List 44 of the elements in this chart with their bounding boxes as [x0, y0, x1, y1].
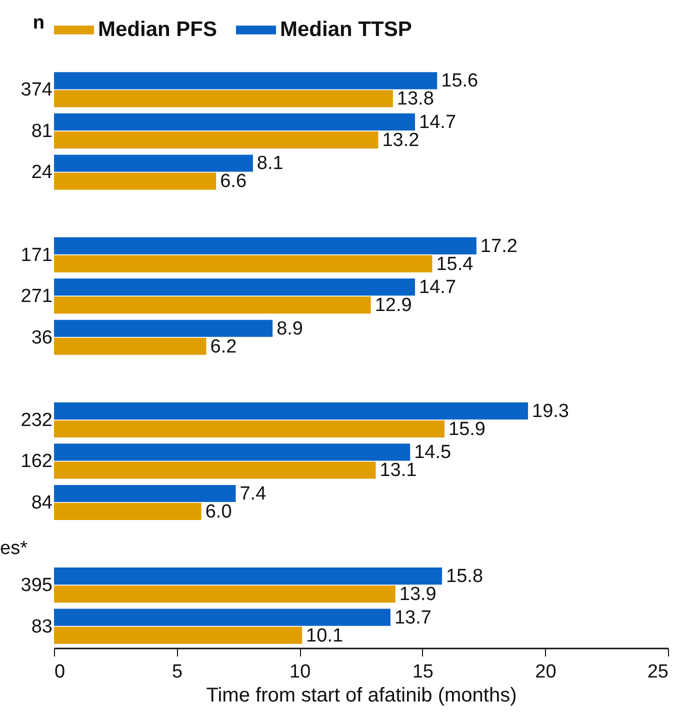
data-label: 15.8 — [446, 566, 484, 588]
y-tick-label: 162 — [20, 451, 52, 472]
data-label: 13.1 — [380, 460, 417, 482]
data-label: 19.3 — [532, 400, 569, 422]
y-axis-title: n — [32, 12, 44, 34]
x-tick-label: 0 — [54, 662, 66, 682]
text: es* — [0, 538, 28, 559]
x-tick-label: 15 — [412, 662, 434, 682]
data-label: 8.9 — [276, 318, 304, 340]
y-tick-label: 171 — [20, 244, 52, 266]
x-tick-label: 20 — [535, 662, 556, 682]
data-label: 7.4 — [240, 483, 267, 504]
data-label: 15.6 — [441, 70, 478, 92]
data-label: 13.7 — [394, 607, 432, 628]
y-tick-label: 271 — [20, 286, 52, 308]
data-label: 6.2 — [210, 336, 237, 358]
y-tick-label: 84 — [31, 492, 53, 514]
y-tick-label: 395 — [20, 575, 52, 596]
data-label: 15.4 — [436, 254, 474, 275]
data-label: 17.2 — [480, 236, 518, 257]
y-tick-label: 36 — [31, 327, 52, 348]
data-label: 6.6 — [220, 171, 247, 192]
data-label: 14.7 — [419, 112, 456, 133]
x-axis-title: Time from start of afatinib (months) — [206, 684, 517, 706]
x-tick-label: 25 — [647, 662, 668, 682]
y-tick-label: 374 — [20, 80, 53, 101]
y-tick-label: 232 — [20, 410, 52, 431]
x-tick-label: 10 — [290, 662, 311, 682]
data-label: 13.8 — [396, 88, 434, 110]
data-label: 14.7 — [419, 277, 456, 298]
y-tick-label: 83 — [31, 616, 52, 638]
data-label: 13.2 — [382, 130, 420, 151]
legend-label: Median TTSP — [280, 18, 412, 41]
data-label: 12.9 — [374, 295, 412, 316]
legend-label: Median PFS — [98, 18, 218, 41]
y-tick-label: 24 — [31, 162, 53, 184]
x-tick-label: 5 — [172, 662, 183, 682]
data-label: 6.0 — [205, 501, 232, 522]
data-label: 8.1 — [256, 153, 284, 174]
data-label: 14.5 — [414, 442, 452, 464]
data-label: 13.9 — [399, 584, 436, 606]
data-label: 10.1 — [306, 625, 344, 646]
y-tick-label: 81 — [31, 120, 52, 142]
data-label: 15.9 — [448, 418, 486, 440]
